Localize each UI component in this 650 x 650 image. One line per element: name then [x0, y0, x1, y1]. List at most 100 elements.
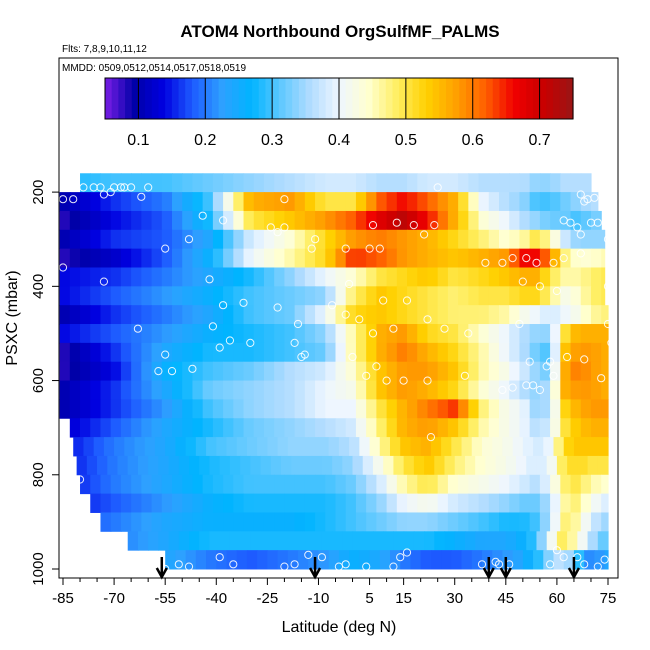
- heatmap-cell: [417, 192, 429, 212]
- heatmap-cell: [509, 210, 521, 231]
- heatmap-cell: [601, 305, 609, 325]
- sample-point: [573, 223, 582, 232]
- heatmap-cell: [529, 324, 541, 344]
- heatmap-cell: [468, 210, 480, 231]
- heatmap-cell: [243, 286, 255, 306]
- x-tick-label: -10: [308, 590, 330, 607]
- heatmap-cell: [447, 286, 459, 306]
- heatmap-cell: [468, 324, 480, 344]
- heatmap-cell: [560, 512, 572, 532]
- heatmap-cell: [335, 192, 347, 212]
- heatmap-cell: [376, 173, 388, 193]
- heatmap-cell: [396, 418, 408, 438]
- heatmap-cell: [134, 437, 146, 457]
- heatmap-cell: [427, 267, 439, 287]
- heatmap-cell: [454, 455, 466, 476]
- heatmap-cell: [263, 286, 275, 306]
- heatmap-cell: [141, 512, 153, 532]
- heatmap-cell: [580, 342, 592, 363]
- heatmap-cell: [315, 361, 326, 382]
- heatmap-cell: [131, 267, 142, 287]
- heatmap-cell: [335, 342, 347, 363]
- heatmap-cell: [570, 210, 582, 231]
- y-tick-label: 1000: [30, 552, 47, 585]
- heatmap-cell: [80, 286, 91, 306]
- heatmap-cell: [396, 305, 408, 325]
- sample-point: [382, 376, 391, 385]
- colorbar-segment: [385, 78, 394, 119]
- heatmap-cell: [120, 361, 132, 382]
- heatmap-cell: [202, 493, 214, 513]
- sample-point: [379, 296, 388, 305]
- sample-point: [481, 258, 490, 267]
- heatmap-cell: [202, 210, 214, 231]
- heatmap-cell: [458, 173, 469, 193]
- heatmap-cell: [178, 455, 190, 476]
- sample-point: [597, 374, 606, 383]
- colorbar-segment: [205, 78, 213, 119]
- heatmap-cell: [386, 229, 398, 250]
- heatmap-cell: [447, 474, 459, 495]
- heatmap-cell: [233, 305, 245, 325]
- heatmap-cell: [229, 455, 241, 476]
- sample-point: [266, 223, 275, 232]
- heatmap-cell: [590, 380, 602, 400]
- heatmap-cell: [199, 531, 211, 551]
- heatmap-cell: [148, 531, 159, 551]
- heatmap-cell: [253, 361, 265, 382]
- heatmap-cell: [437, 342, 449, 363]
- heatmap-cell: [499, 512, 510, 532]
- heatmap-cell: [580, 173, 592, 193]
- colorbar-segment: [272, 78, 280, 119]
- heatmap-cell: [284, 474, 296, 495]
- heatmap-cell: [529, 173, 541, 193]
- heatmap-cell: [172, 399, 183, 419]
- heatmap-cell: [90, 342, 102, 363]
- heatmap-cell: [158, 531, 170, 551]
- heatmap-cell: [539, 192, 551, 212]
- heatmap-cell: [345, 248, 357, 268]
- heatmap-cell: [560, 361, 572, 382]
- heatmap-cell: [86, 455, 98, 476]
- heatmap-cell: [192, 493, 204, 513]
- heatmap-cell: [580, 493, 592, 513]
- heatmap-cell: [417, 399, 429, 419]
- sample-point: [535, 385, 545, 395]
- heatmap-cell: [390, 437, 401, 457]
- heatmap-cell: [325, 248, 337, 268]
- heatmap-cell: [437, 512, 449, 532]
- sample-point: [522, 254, 531, 263]
- heatmap-cell: [519, 474, 531, 495]
- heatmap-cell: [212, 305, 224, 325]
- heatmap-cell: [131, 286, 142, 306]
- x-tick-label: 75: [600, 590, 617, 607]
- heatmap-cell: [345, 267, 357, 287]
- heatmap-cell: [458, 418, 469, 438]
- heatmap-cell: [407, 418, 418, 438]
- heatmap-cell: [468, 342, 480, 363]
- heatmap-cell: [69, 305, 81, 325]
- heatmap-cell: [100, 192, 112, 212]
- heatmap-cell: [550, 380, 561, 400]
- heatmap-cell: [76, 455, 88, 476]
- heatmap-cell: [131, 248, 142, 268]
- heatmap-cell: [59, 380, 71, 400]
- flight-turn-markers: [155, 557, 581, 580]
- colorbar-tick-label: 0.1: [127, 132, 149, 149]
- heatmap-cell: [243, 305, 255, 325]
- heatmap-cell: [570, 229, 582, 250]
- heatmap-cell: [597, 531, 609, 551]
- heatmap-cell: [298, 550, 309, 570]
- heatmap-cell: [488, 361, 500, 382]
- heatmap-cell: [120, 192, 132, 212]
- heatmap-cell: [366, 267, 377, 287]
- heatmap-cell: [478, 210, 490, 231]
- heatmap-cell: [492, 550, 504, 570]
- heatmap-cell: [202, 324, 214, 344]
- heatmap-cell: [516, 531, 527, 551]
- heatmap-cell: [274, 192, 286, 212]
- heatmap-cell: [131, 229, 142, 250]
- heatmap-cell: [110, 229, 122, 250]
- heatmap-cell: [158, 455, 170, 476]
- colorbar-segment: [165, 78, 173, 119]
